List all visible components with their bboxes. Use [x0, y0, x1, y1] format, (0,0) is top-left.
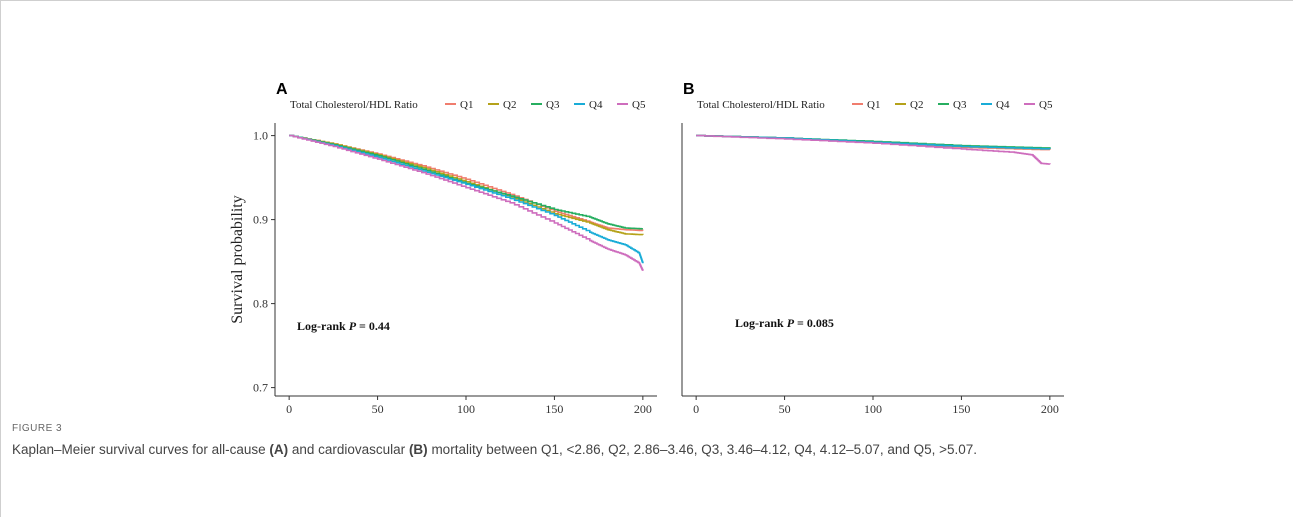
y-tick-label: 0.7: [253, 381, 268, 395]
legend-entry-q5: Q5: [1039, 99, 1053, 111]
legend-entry-q3: Q3: [546, 99, 560, 111]
x-tick-label: 100: [864, 402, 882, 416]
legend-title: Total Cholesterol/HDL Ratio: [697, 99, 825, 111]
legend-entry-q4: Q4: [996, 99, 1010, 111]
legend-entry-q5: Q5: [632, 99, 646, 111]
y-tick-label: 1.0: [253, 129, 268, 143]
x-tick-label: 0: [286, 402, 292, 416]
legend-entry-q2: Q2: [910, 99, 923, 111]
y-tick-label: 0.9: [253, 213, 268, 227]
x-tick-label: 50: [372, 402, 384, 416]
legend-entry-q3: Q3: [953, 99, 967, 111]
x-tick-label: 150: [545, 402, 563, 416]
figure-caption-block: FIGURE 3 Kaplan–Meier survival curves fo…: [12, 423, 1282, 460]
legend-entry-q1: Q1: [460, 99, 473, 111]
legend-title: Total Cholesterol/HDL Ratio: [290, 99, 418, 111]
x-tick-label: 100: [457, 402, 475, 416]
survival-curve-q2: [289, 134, 644, 236]
y-tick-label: 0.8: [253, 297, 268, 311]
caption-text-part: Kaplan–Meier survival curves for all-cau…: [12, 442, 270, 457]
x-tick-label: 0: [693, 402, 699, 416]
log-rank-annotation: Log-rank P = 0.085: [735, 316, 834, 330]
y-axis-label: Survival probability: [229, 195, 246, 323]
panel-letter: A: [276, 81, 288, 98]
x-tick-label: 50: [779, 402, 791, 416]
figure-caption: Kaplan–Meier survival curves for all-cau…: [12, 439, 1282, 460]
log-rank-annotation: Log-rank P = 0.44: [297, 319, 390, 333]
panel-letter: B: [683, 81, 695, 98]
survival-curve-q4: [289, 134, 644, 264]
x-tick-label: 200: [1041, 402, 1059, 416]
survival-curve-q5: [289, 134, 644, 271]
x-tick-label: 150: [952, 402, 970, 416]
survival-curve-q5: [696, 134, 1051, 165]
legend-entry-q2: Q2: [503, 99, 516, 111]
caption-panel-ref: (B): [408, 442, 428, 457]
figure-label: FIGURE 3: [12, 423, 63, 434]
legend-entry-q1: Q1: [867, 99, 880, 111]
legend-entry-q4: Q4: [589, 99, 603, 111]
caption-text-part: and cardiovascular: [288, 442, 409, 457]
caption-text-part: mortality between Q1, <2.86, Q2, 2.86–3.…: [427, 442, 978, 457]
caption-panel-ref: (A): [269, 442, 289, 457]
survival-curve-q3: [289, 134, 643, 230]
x-tick-label: 200: [634, 402, 652, 416]
